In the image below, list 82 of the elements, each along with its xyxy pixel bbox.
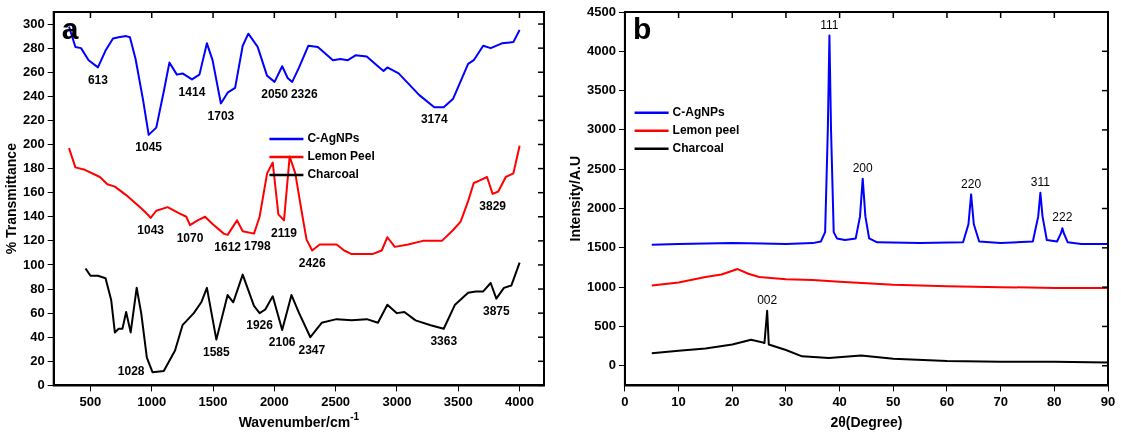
y-tick-label: 260	[22, 63, 45, 79]
y-tick-label: 3500	[587, 82, 616, 98]
annotation: b	[632, 12, 652, 46]
y-axis-title: Intensity/A.U	[566, 155, 583, 242]
x-tick-label: 3500	[443, 393, 473, 409]
legend-label: Charcoal	[307, 167, 359, 182]
x-tick-label: 30	[778, 393, 794, 409]
y-tick-label: 220	[22, 111, 45, 127]
y-tick-label: 280	[22, 39, 45, 55]
y-tick-label: 80	[30, 280, 45, 296]
x-tick-label: 20	[725, 393, 740, 409]
annotation: 1028	[117, 364, 145, 379]
y-tick-label: 60	[30, 304, 45, 320]
annotation: 1798	[243, 238, 271, 253]
x-tick-label: 2500	[321, 393, 351, 409]
annotation: 2106	[268, 335, 296, 350]
annotation: 1414	[178, 84, 206, 99]
x-tick-label: 0	[621, 393, 629, 409]
annotation: 1043	[137, 223, 165, 238]
annotation: 1585	[203, 344, 231, 359]
annotation: 1703	[207, 108, 235, 123]
x-axis-title: 2θ(Degree)	[830, 413, 903, 430]
x-tick-label: 70	[993, 393, 1008, 409]
x-tick-label: 90	[1100, 393, 1116, 409]
x-tick-label: 4000	[505, 393, 534, 409]
y-tick-label: 2000	[587, 200, 616, 216]
y-tick-label: 4500	[587, 3, 616, 19]
y-tick-label: 3000	[587, 121, 616, 137]
y-tick-label: 500	[594, 318, 616, 334]
annotation: 1926	[246, 318, 274, 333]
y-tick-label: 1500	[587, 239, 616, 255]
legend-label: C-AgNPs	[307, 131, 360, 146]
y-tick-label: 140	[22, 208, 45, 224]
x-tick-label: 10	[671, 393, 686, 409]
x-tick-label: 1000	[137, 393, 167, 409]
y-tick-label: 20	[30, 352, 45, 368]
annotation: 111	[820, 17, 839, 32]
x-tick-label: 50	[886, 393, 901, 409]
legend-label: Lemon peel	[672, 123, 740, 138]
y-tick-label: 300	[22, 15, 45, 31]
annotation: 222	[1052, 210, 1073, 225]
annotation: 3174	[420, 112, 448, 127]
annotation: 200	[852, 160, 874, 175]
y-tick-label: 100	[22, 256, 45, 272]
x-tick-label: 500	[79, 393, 102, 409]
annotation: 2050	[261, 87, 289, 102]
annotation: 220	[961, 176, 982, 191]
annotation: 1612	[214, 240, 242, 255]
y-tick-label: 40	[30, 328, 45, 344]
y-tick-label: 160	[22, 184, 45, 200]
y-tick-label: 4000	[587, 42, 616, 58]
y-tick-label: 120	[22, 232, 45, 248]
y-tick-label: 240	[22, 87, 45, 103]
legend-label: Charcoal	[672, 141, 724, 156]
annotation: 2326	[290, 87, 318, 102]
annotation: 1045	[135, 140, 163, 155]
y-tick-label: 200	[22, 136, 45, 152]
x-tick-label: 3000	[382, 393, 412, 409]
annotation: 2426	[298, 255, 326, 270]
x-tick-label: 2000	[259, 393, 289, 409]
y-tick-label: 0	[37, 376, 45, 392]
legend-label: C-AgNPs	[672, 105, 725, 120]
y-tick-label: 1000	[587, 278, 616, 294]
x-tick-label: 1500	[198, 393, 228, 409]
annotation: 1070	[176, 230, 204, 245]
annotation: 613	[87, 72, 109, 87]
annotation: 311	[1030, 175, 1051, 190]
annotation: a	[61, 12, 79, 46]
y-tick-label: 0	[608, 357, 616, 373]
annotation: 002	[757, 293, 778, 308]
annotation: 3875	[482, 303, 510, 318]
x-tick-label: 80	[1047, 393, 1062, 409]
y-tick-label: 180	[22, 160, 45, 176]
annotation: 2119	[271, 225, 298, 240]
x-tick-label: 60	[939, 393, 955, 409]
y-axis-title: % Transmittance	[2, 142, 19, 255]
y-tick-label: 2500	[587, 160, 616, 176]
annotation: 3363	[430, 334, 458, 349]
annotation: 2347	[298, 342, 326, 357]
legend-label: Lemon Peel	[307, 149, 375, 164]
x-tick-label: 40	[832, 393, 847, 409]
annotation: 3829	[479, 199, 507, 214]
